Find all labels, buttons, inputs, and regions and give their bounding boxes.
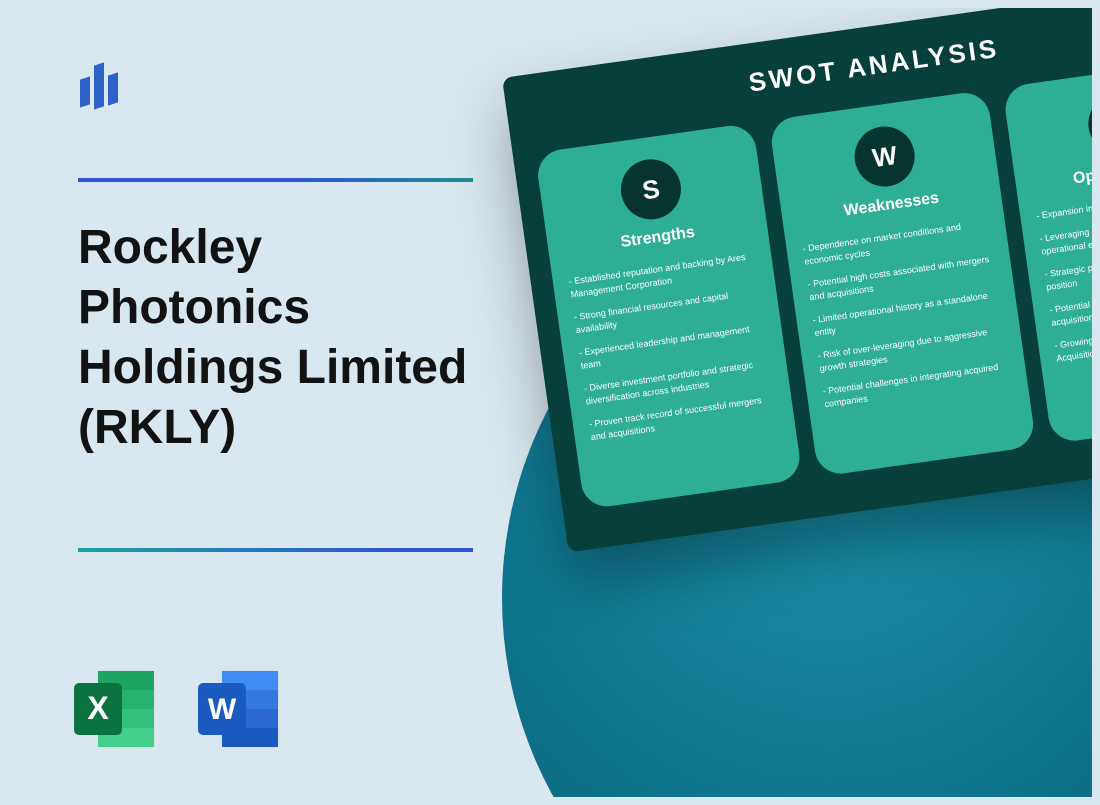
brand-logo [76, 56, 126, 116]
divider-bottom [78, 548, 473, 552]
swot-list-opportunities: Expansion into emerging sectors Leveragi… [1036, 184, 1092, 366]
swot-heading-opportunities: Opportunities [1031, 150, 1092, 194]
infographic-canvas: Rockley Photonics Holdings Limited (RKLY… [8, 8, 1092, 797]
word-icon: W [192, 661, 288, 757]
divider-top [78, 178, 473, 182]
swot-card: SWOT ANALYSIS S Strengths Established re… [502, 8, 1092, 552]
excel-icon: X [68, 661, 164, 757]
excel-letter: X [87, 690, 109, 726]
swot-badge-w: W [851, 123, 919, 191]
swot-columns: S Strengths Established reputation and b… [535, 56, 1092, 509]
swot-list-weaknesses: Dependence on market conditions and econ… [802, 217, 1012, 412]
swot-badge-s: S [617, 155, 685, 223]
page-title: Rockley Photonics Holdings Limited (RKLY… [78, 218, 498, 458]
word-letter: W [208, 693, 237, 726]
file-icons-row: X W [68, 661, 288, 757]
swot-list-strengths: Established reputation and backing by Ar… [568, 250, 778, 445]
swot-col-strengths: S Strengths Established reputation and b… [535, 123, 803, 510]
swot-col-weaknesses: W Weaknesses Dependence on market condit… [768, 90, 1036, 477]
swot-card-wrap: SWOT ANALYSIS S Strengths Established re… [502, 8, 1092, 552]
swot-badge-o: O [1084, 90, 1092, 158]
